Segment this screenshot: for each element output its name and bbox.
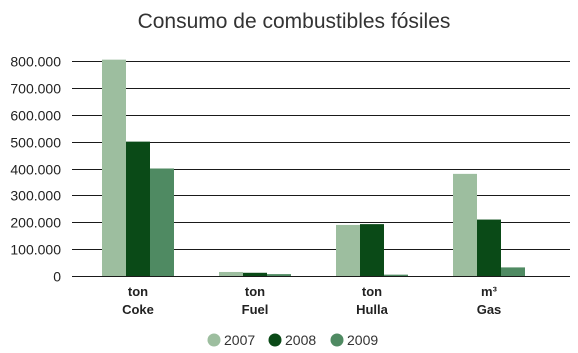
bar-hulla-2007 [336,224,360,276]
legend-label: 2007 [224,332,255,348]
chart-title: Consumo de combustibles fósiles [138,10,451,33]
bars [102,59,525,276]
y-tick-label: 800.000 [10,54,61,70]
bar-fuel-2008 [243,272,267,276]
x-category-label: Coke [122,302,154,317]
bar-coke-2008 [126,141,150,276]
legend-marker-2008 [268,333,282,347]
bar-hulla-2008 [360,224,384,276]
y-tick-label: 700.000 [10,81,61,97]
y-tick-label: 200.000 [10,215,61,231]
bar-coke-2007 [102,59,126,276]
x-category-unit: m³ [481,284,498,299]
legend: 2007 2008 2009 [207,332,378,348]
legend-label: 2009 [347,332,378,348]
x-category-unit: ton [128,284,148,299]
x-category-label: Gas [477,302,502,317]
x-axis-labels: ton Coke ton Fuel ton Hulla m³ Gas [122,284,501,317]
bar-fuel-2007 [219,271,243,276]
x-category-label: Hulla [356,302,389,317]
bar-gas-2007 [453,173,477,276]
x-category-unit: ton [245,284,265,299]
legend-label: 2008 [285,332,316,348]
y-tick-label: 100.000 [10,242,61,258]
y-axis-ticks: 0 100.000 200.000 300.000 400.000 500.000 600.… [10,54,61,285]
y-tick-label: 400.000 [10,162,61,178]
bar-coke-2009 [150,168,174,276]
legend-marker-2009 [330,333,344,347]
x-category-label: Fuel [242,302,269,317]
y-tick-label: 500.000 [10,135,61,151]
legend-marker-2007 [207,333,221,347]
bar-gas-2008 [477,219,501,276]
x-category-unit: ton [362,284,382,299]
bar-fuel-2009 [267,274,291,276]
y-tick-label: 300.000 [10,188,61,204]
bar-gas-2009 [501,267,525,276]
bar-hulla-2009 [384,274,408,276]
y-tick-label: 600.000 [10,108,61,124]
y-tick-label: 0 [53,269,61,285]
